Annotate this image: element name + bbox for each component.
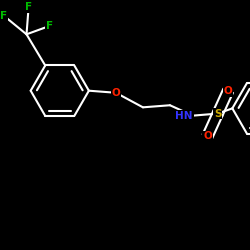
Text: S: S [214,108,222,118]
Text: O: O [224,86,232,96]
Text: F: F [0,10,7,20]
Text: HN: HN [175,111,193,121]
Text: F: F [25,2,32,12]
Text: O: O [112,88,120,98]
Text: O: O [203,132,212,141]
Text: F: F [46,21,53,31]
